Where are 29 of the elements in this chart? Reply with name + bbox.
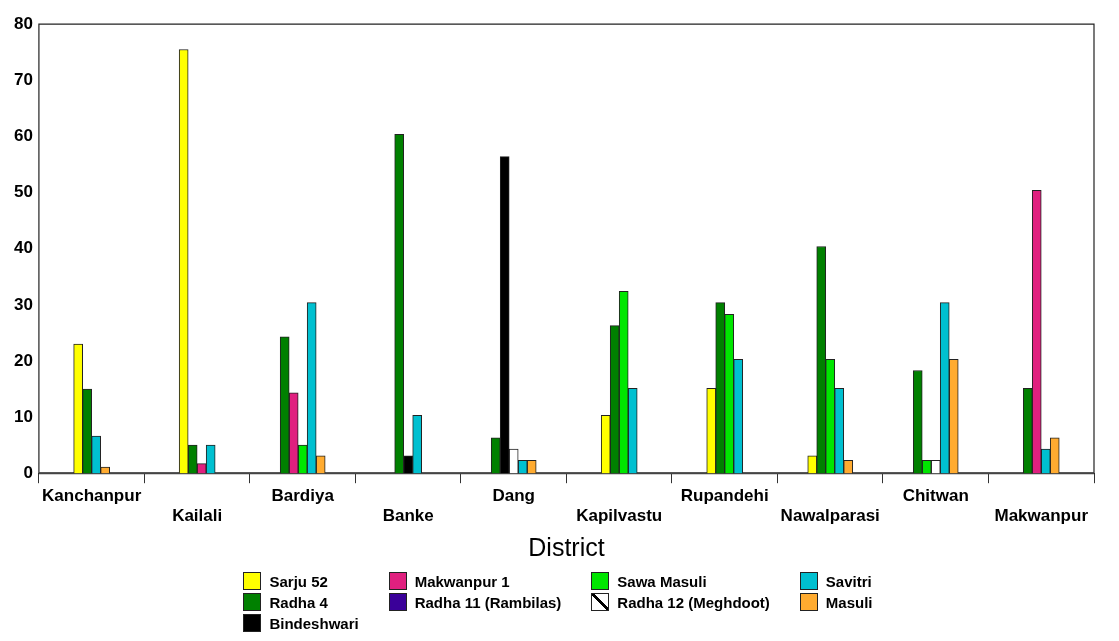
- x-tick-label: Dang: [492, 486, 535, 506]
- y-tick-label: 30: [13, 294, 33, 314]
- y-tick-label: 20: [13, 350, 33, 370]
- y-tick-label: 60: [13, 126, 33, 146]
- legend-label: Bindeshwari: [269, 614, 359, 632]
- legend-label: Masuli: [825, 593, 873, 611]
- x-tick-label: Chitwan: [902, 486, 969, 506]
- x-tick-label: Makwanpur: [994, 506, 1089, 526]
- legend-label: Sawa Masuli: [617, 572, 707, 590]
- x-tick-label: Bardiya: [271, 486, 335, 506]
- legend-label: Savitri: [825, 572, 872, 590]
- legend-label: Radha 4: [269, 593, 328, 611]
- legend-label: Radha 11 (Rambilas): [414, 593, 562, 611]
- y-tick-label: 0: [23, 462, 33, 482]
- y-tick-label: 80: [13, 13, 33, 33]
- legend-label: Sarju 52: [269, 572, 328, 590]
- x-tick-label: Banke: [382, 506, 434, 526]
- x-tick-label: Nawalparasi: [780, 506, 880, 526]
- y-tick-label: 50: [13, 182, 33, 202]
- y-tick-label: 10: [13, 406, 33, 426]
- x-tick-label: Kanchanpur: [42, 486, 142, 506]
- x-axis-title: District: [528, 532, 605, 561]
- y-tick-label: 40: [13, 238, 33, 258]
- x-tick-label: Kailali: [172, 506, 223, 526]
- y-tick-label: 70: [13, 70, 33, 90]
- legend-label: Radha 12 (Meghdoot): [617, 593, 770, 611]
- x-tick-label: Rupandehi: [680, 486, 769, 506]
- x-tick-label: Kapilvastu: [576, 506, 663, 526]
- legend-label: Makwanpur 1: [414, 572, 510, 590]
